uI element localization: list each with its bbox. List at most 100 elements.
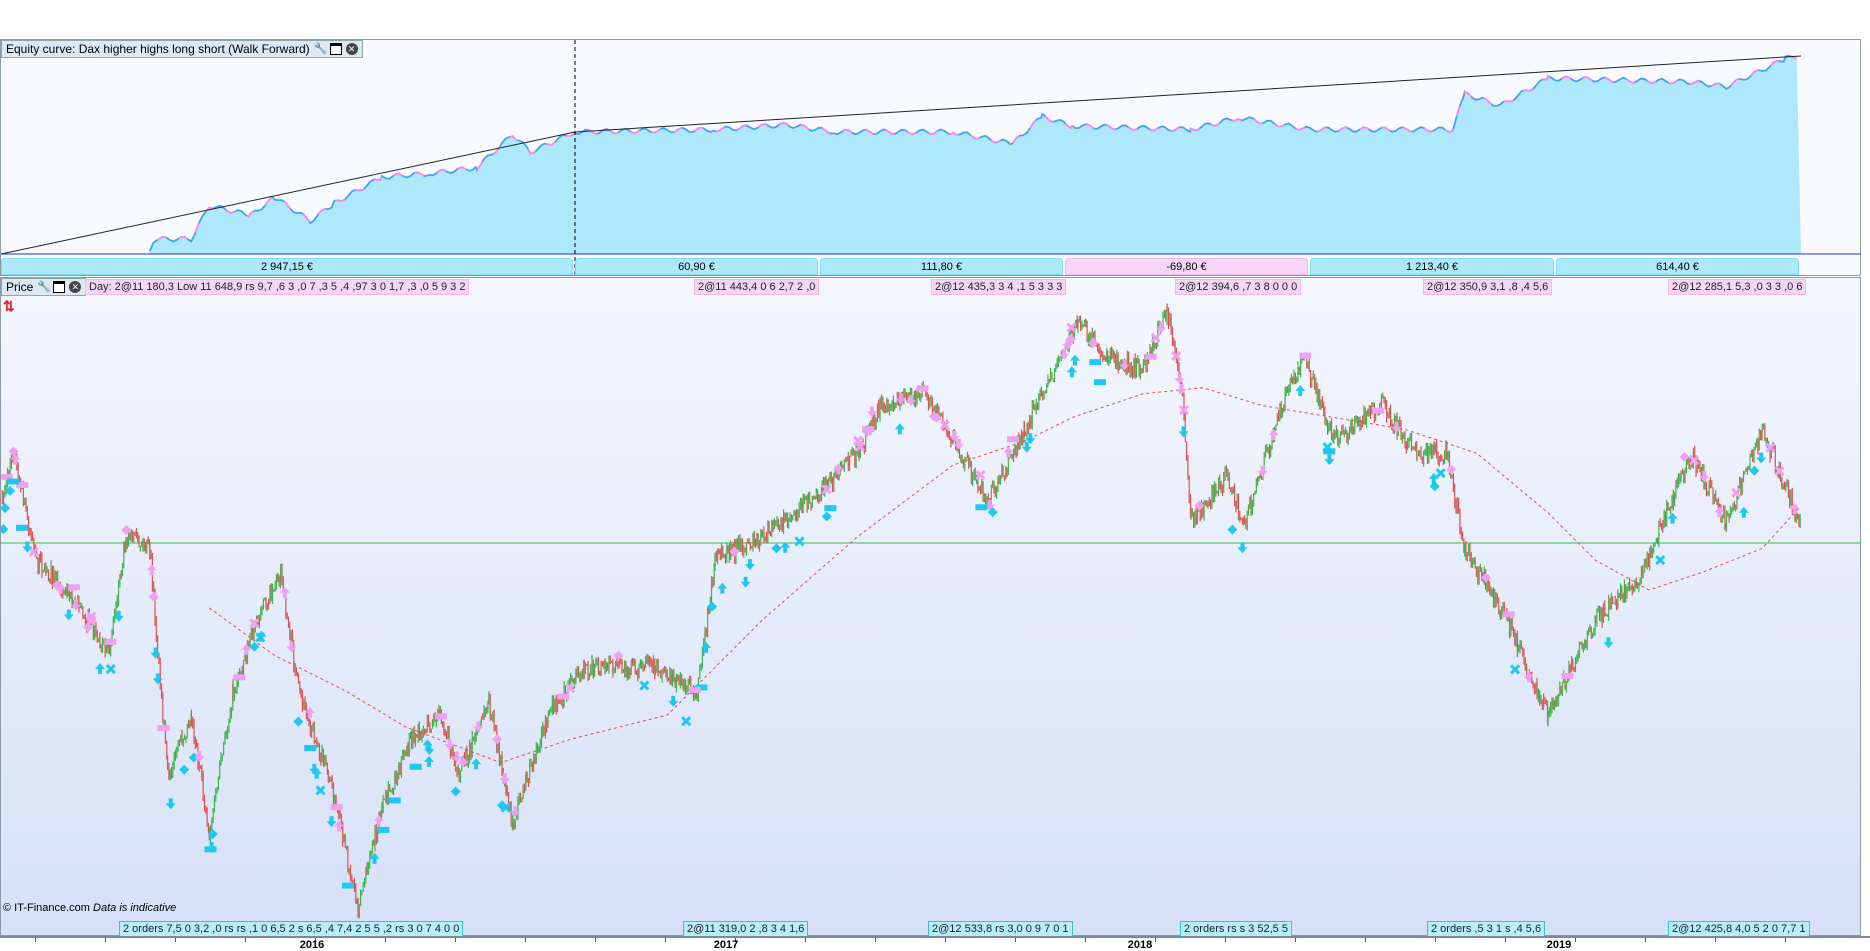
buy-order-marker-diamond[interactable] (179, 764, 190, 775)
buy-order-marker-cross[interactable] (1435, 468, 1446, 479)
sell-order-marker-arrow-down[interactable] (510, 806, 521, 818)
sell-order-marker-exit[interactable] (557, 693, 570, 700)
sell-order-marker-exit[interactable] (688, 686, 701, 693)
wrench-icon[interactable]: 🔧 (313, 43, 328, 55)
buy-order-marker-diamond[interactable] (1227, 524, 1238, 535)
buy-order-marker-arrow-down[interactable] (326, 816, 337, 828)
buy-order-marker-diamond[interactable] (5, 485, 16, 496)
sell-order-marker-exit[interactable] (233, 674, 246, 681)
sell-order-marker-cross[interactable] (939, 420, 950, 431)
buy-order-marker-arrow-down[interactable] (309, 763, 320, 775)
order-label[interactable]: 2@12 425,8 4,0 5 2 0 7,7 1 (1668, 921, 1810, 937)
sell-order-marker-exit[interactable] (68, 584, 81, 591)
buy-order-marker-arrow-down[interactable] (740, 576, 751, 588)
sell-order-marker-arrow-down[interactable] (1176, 384, 1187, 396)
sell-order-marker-cross[interactable] (1066, 322, 1077, 333)
order-label[interactable]: 2 orders ,5 3 1 s ,4 5,6 (1427, 921, 1546, 937)
sell-order-marker-diamond[interactable] (82, 622, 93, 633)
sell-order-marker-exit[interactable] (1561, 672, 1574, 679)
sell-order-marker-exit[interactable] (16, 481, 29, 488)
buy-order-marker-diamond[interactable] (293, 716, 304, 727)
buy-order-marker-arrow-up[interactable] (1295, 385, 1306, 397)
sell-order-marker-arrow-down[interactable] (499, 773, 510, 785)
sell-order-marker-arrow-up[interactable] (304, 706, 315, 718)
buy-order-marker-cross[interactable] (500, 802, 511, 813)
sell-order-marker-arrow-up[interactable] (146, 564, 157, 576)
close-icon[interactable]: ✕ (69, 281, 82, 293)
sell-order-marker-arrow-up[interactable] (833, 463, 844, 475)
buy-order-marker-arrow-down[interactable] (1603, 637, 1614, 649)
buy-order-marker-arrow-down[interactable] (150, 647, 161, 659)
buy-order-marker-arrow-up[interactable] (780, 541, 791, 553)
sell-order-marker-arrow-down[interactable] (451, 751, 462, 763)
sell-order-marker-arrow-up[interactable] (10, 453, 21, 465)
buy-order-marker-cross[interactable] (1655, 555, 1666, 566)
wrench-icon[interactable]: 🔧 (37, 281, 52, 293)
sell-order-marker-diamond[interactable] (729, 546, 740, 557)
buy-order-marker-arrow-down[interactable] (165, 798, 176, 810)
buy-order-marker-diamond[interactable] (450, 786, 461, 797)
buy-order-marker-exit[interactable] (409, 763, 422, 770)
sell-order-marker-diamond[interactable] (458, 757, 469, 768)
sell-order-marker-cross[interactable] (1765, 442, 1776, 453)
sell-order-marker-exit[interactable] (916, 385, 929, 392)
buy-order-marker-arrow-up[interactable] (423, 755, 434, 767)
buy-order-marker-arrow-down[interactable] (1025, 433, 1036, 445)
order-label[interactable]: 2@11 319,0 2 ,8 3 4 1,6 (683, 921, 809, 937)
sell-order-marker-arrow-up[interactable] (279, 586, 290, 598)
buy-order-marker-arrow-down[interactable] (22, 541, 33, 553)
buy-order-marker-arrow-down[interactable] (63, 609, 74, 621)
sell-order-marker-exit[interactable] (434, 713, 447, 720)
sell-order-marker-diamond[interactable] (931, 412, 942, 423)
order-label[interactable]: 2@11 443,4 0 6 2,7 2 ,0 (694, 279, 820, 295)
buy-order-marker-exit[interactable] (1093, 379, 1106, 386)
sell-order-marker-arrow-down[interactable] (1156, 322, 1167, 334)
sell-order-marker-diamond[interactable] (121, 525, 132, 536)
sell-order-marker-diamond[interactable] (1194, 500, 1205, 511)
refresh-icon[interactable]: ⇅ (3, 298, 15, 314)
buy-order-marker-cross[interactable] (315, 785, 326, 796)
sell-order-marker-diamond[interactable] (1087, 337, 1098, 348)
sell-order-marker-arrow-up[interactable] (1523, 671, 1534, 683)
buy-order-marker-exit[interactable] (377, 826, 390, 833)
sell-order-marker-cross[interactable] (852, 435, 864, 446)
buy-order-marker-arrow-up[interactable] (471, 758, 482, 770)
buy-order-marker-exit[interactable] (1089, 359, 1102, 366)
sell-order-marker-diamond[interactable] (8, 446, 19, 457)
order-label[interactable]: 2@12 435,3 3 4 ,1 5 3 3 3 (931, 279, 1067, 295)
sell-order-marker-arrow-down[interactable] (194, 751, 205, 763)
buy-order-marker-exit[interactable] (341, 882, 354, 889)
maximize-icon[interactable] (53, 281, 66, 293)
sell-order-marker-cross[interactable] (565, 683, 576, 694)
sell-order-marker-diamond[interactable] (613, 650, 624, 661)
order-label[interactable]: 2@12 394,6 ,7 3 8 0 0 0 (1175, 279, 1302, 295)
sell-order-marker-arrow-up[interactable] (241, 643, 252, 655)
sell-order-marker-arrow-up[interactable] (1789, 502, 1800, 514)
time-axis[interactable]: 2016 2017 2018 2019 (0, 936, 1870, 951)
buy-order-marker-diamond[interactable] (1, 524, 9, 535)
buy-order-marker-arrow-down[interactable] (744, 559, 755, 571)
order-label[interactable]: 2 orders rs s 3 52,5 5 (1180, 921, 1292, 937)
buy-order-marker-diamond[interactable] (771, 543, 782, 554)
sell-order-marker-arrow-down[interactable] (867, 406, 878, 418)
buy-order-marker-cross[interactable] (794, 536, 805, 547)
buy-order-marker-diamond[interactable] (1, 503, 11, 514)
sell-order-marker-diamond[interactable] (492, 734, 503, 745)
buy-order-marker-diamond[interactable] (987, 507, 998, 518)
sell-order-marker-diamond[interactable] (148, 591, 159, 602)
sell-order-marker-cross[interactable] (1150, 332, 1161, 343)
buy-order-marker-diamond[interactable] (188, 752, 199, 763)
sell-order-marker-diamond[interactable] (1066, 334, 1077, 345)
buy-order-marker-arrow-down[interactable] (152, 673, 163, 685)
sell-order-marker-arrow-down[interactable] (1062, 338, 1073, 350)
sell-order-marker-arrow-down[interactable] (906, 395, 917, 407)
buy-order-marker-diamond[interactable] (249, 641, 260, 652)
sell-order-marker-arrow-down[interactable] (949, 430, 960, 442)
sell-order-marker-arrow-down[interactable] (895, 393, 906, 405)
sell-order-marker-cross[interactable] (28, 546, 39, 557)
buy-order-marker-arrow-up[interactable] (717, 582, 728, 594)
sell-order-marker-cross[interactable] (1688, 455, 1700, 466)
buy-order-marker-diamond[interactable] (707, 601, 718, 612)
buy-order-marker-arrow-down[interactable] (668, 695, 679, 707)
sell-order-marker-arrow-down[interactable] (473, 721, 484, 733)
